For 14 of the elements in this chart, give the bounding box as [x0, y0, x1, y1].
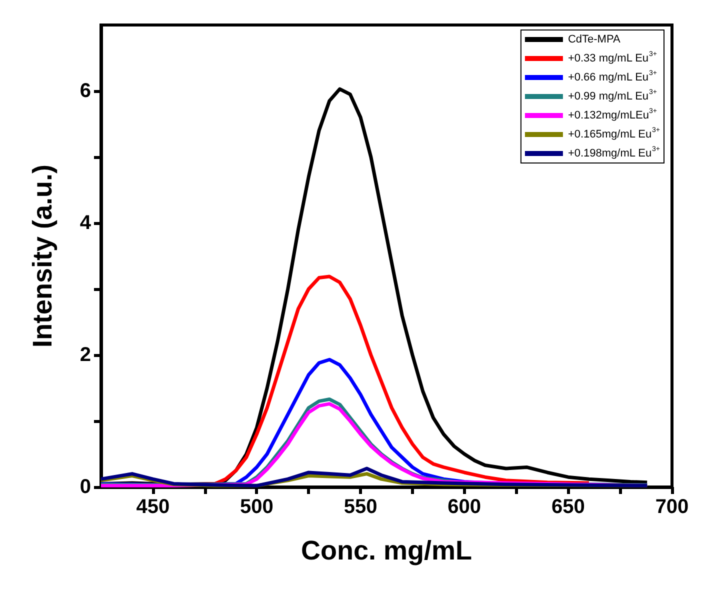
x-tick-label: 500: [240, 496, 274, 518]
y-tick-label: 4: [80, 212, 92, 234]
x-tick-label: 650: [551, 496, 585, 518]
x-axis-title: Conc. mg/mL: [300, 536, 472, 566]
legend-label: CdTe-MPA: [568, 34, 621, 46]
x-tick-label: 700: [655, 496, 689, 518]
y-axis-title: Intensity (a.u.): [28, 164, 58, 348]
y-tick-label: 2: [80, 344, 91, 366]
x-tick-label: 550: [344, 496, 378, 518]
y-tick-label: 0: [80, 476, 91, 498]
line-series: [99, 466, 649, 488]
x-tick-label: 600: [448, 496, 482, 518]
x-tick-label: 450: [136, 496, 170, 518]
y-tick-label: 6: [80, 80, 91, 102]
